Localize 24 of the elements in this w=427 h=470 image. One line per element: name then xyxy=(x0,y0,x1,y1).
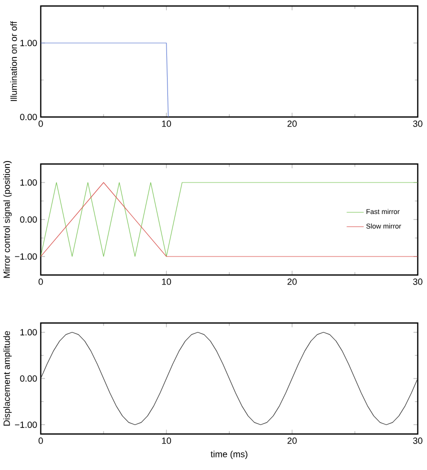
y-tick-label: −1.00 xyxy=(15,253,37,260)
x-axis-title: time (ms) xyxy=(210,450,248,460)
y-tick-label: 0.00 xyxy=(20,375,37,382)
x-tick-label: 30 xyxy=(413,278,422,285)
x-tick-label: 0 xyxy=(38,438,44,444)
y-axis-title: Displacement amplitude xyxy=(3,331,12,426)
x-tick-label: 30 xyxy=(413,438,422,444)
x-tick-label: 20 xyxy=(288,278,297,285)
y-tick-label: 1.00 xyxy=(20,329,37,336)
y-tick-label: 0.00 xyxy=(20,216,37,223)
y-tick-label: 1.00 xyxy=(20,179,37,186)
y-axis-title: Illumination on or off xyxy=(10,21,18,101)
x-tick-label: 10 xyxy=(162,120,172,127)
y-tick-label: −1.00 xyxy=(15,422,37,428)
x-tick-label: 30 xyxy=(413,120,422,127)
y-tick-label: 1.00 xyxy=(20,40,37,46)
x-tick-label: 20 xyxy=(288,120,297,127)
x-tick-label: 20 xyxy=(288,438,297,444)
x-tick-label: 10 xyxy=(162,438,172,444)
x-tick-label: 0 xyxy=(38,278,44,285)
x-tick-label: 0 xyxy=(38,120,44,127)
x-tick-label: 10 xyxy=(162,278,172,285)
y-tick-label: 0.00 xyxy=(20,114,37,120)
y-axis-title: Mirror control signal (position) xyxy=(3,161,12,278)
